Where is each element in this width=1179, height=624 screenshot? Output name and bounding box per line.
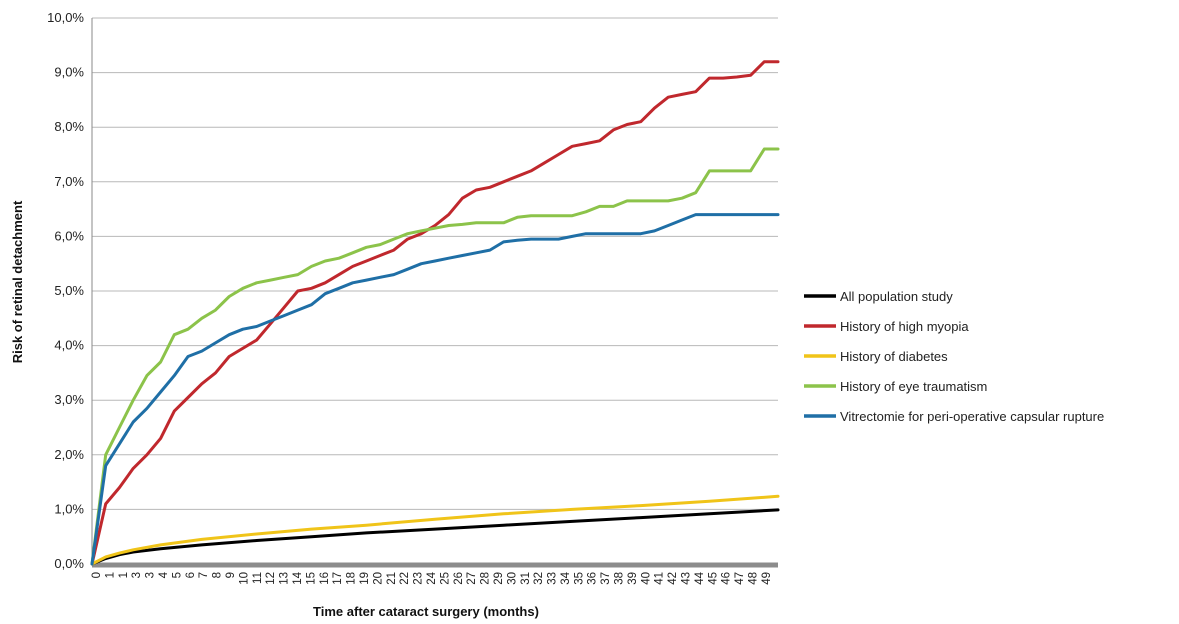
y-tick-label: 6,0% <box>54 228 84 243</box>
x-tick-label: 47 <box>734 572 746 585</box>
x-tick-label: 46 <box>721 572 733 585</box>
y-tick-label: 1,0% <box>54 501 84 516</box>
x-tick-label: 26 <box>453 572 465 585</box>
x-tick-label: 21 <box>386 572 398 585</box>
x-tick-label: 44 <box>694 571 706 584</box>
x-tick-label: 38 <box>614 572 626 585</box>
legend-label: All population study <box>840 289 953 304</box>
x-tick-label: 25 <box>439 572 451 585</box>
x-tick-label: 6 <box>185 572 197 578</box>
x-tick-label: 20 <box>372 572 384 585</box>
x-tick-label: 17 <box>332 572 344 585</box>
x-tick-label: 8 <box>212 572 224 578</box>
x-tick-label: 45 <box>707 572 719 585</box>
axes <box>91 18 778 568</box>
x-tick-label: 29 <box>493 572 505 585</box>
x-tick-label: 4 <box>158 571 170 578</box>
x-tick-label: 13 <box>279 572 291 585</box>
x-tick-label: 16 <box>319 572 331 585</box>
x-tick-label: 31 <box>520 572 532 585</box>
x-tick-label: 49 <box>761 572 773 585</box>
x-tick-label: 0 <box>91 572 103 578</box>
legend-label: Vitrectomie for peri-operative capsular … <box>840 409 1104 424</box>
x-tick-label: 15 <box>305 572 317 585</box>
y-tick-label: 9,0% <box>54 65 84 80</box>
x-tick-label: 33 <box>547 572 559 585</box>
y-tick-label: 4,0% <box>54 338 84 353</box>
x-tick-label: 10 <box>238 572 250 585</box>
x-tick-label: 3 <box>145 572 157 578</box>
x-tick-label: 37 <box>600 572 612 585</box>
legend: All population study History of high myop… <box>804 289 1104 424</box>
x-tick-label: 36 <box>587 572 599 585</box>
x-tick-label: 1 <box>104 572 116 578</box>
x-tick-label: 30 <box>506 572 518 585</box>
x-axis-title: Time after cataract surgery (months) <box>313 604 539 619</box>
x-tick-label: 32 <box>533 572 545 585</box>
y-tick-label: 8,0% <box>54 119 84 134</box>
series-line <box>90 60 780 566</box>
x-tick-label: 22 <box>399 572 411 585</box>
x-tick-label: 14 <box>292 571 304 584</box>
series-line <box>90 147 780 566</box>
x-tick-label: 42 <box>667 572 679 585</box>
x-tick-label: 40 <box>640 572 652 585</box>
x-tick-label: 34 <box>560 571 572 584</box>
y-tick-label: 3,0% <box>54 392 84 407</box>
x-tick-label: 9 <box>225 572 237 578</box>
y-tick-label: 7,0% <box>54 174 84 189</box>
y-axis-ticks: 0,0% 1,0% 2,0% 3,0% 4,0% 5,0% 6,0% 7,0% 8,0% 9,0%… <box>47 10 84 571</box>
x-tick-label: 41 <box>654 572 666 585</box>
y-tick-label: 0,0% <box>54 556 84 571</box>
series-lines <box>90 60 780 566</box>
x-tick-label: 48 <box>748 572 760 585</box>
legend-label: History of diabetes <box>840 349 948 364</box>
y-tick-label: 10,0% <box>47 10 84 25</box>
gridlines <box>92 17 778 510</box>
x-tick-label: 39 <box>627 572 639 585</box>
series-line <box>90 508 780 566</box>
legend-label: History of eye traumatism <box>840 379 987 394</box>
x-tick-label: 3 <box>131 572 143 578</box>
x-tick-label: 7 <box>198 572 210 578</box>
x-tick-label: 19 <box>359 572 371 585</box>
y-tick-label: 5,0% <box>54 283 84 298</box>
y-axis-title: Risk of retinal detachment <box>10 200 25 363</box>
x-tick-label: 5 <box>171 572 183 578</box>
x-tick-label: 24 <box>426 571 438 584</box>
x-tick-label: 27 <box>466 572 478 585</box>
x-tick-label: 28 <box>480 572 492 585</box>
legend-label: History of high myopia <box>840 319 969 334</box>
series-line <box>90 213 780 566</box>
y-tick-label: 2,0% <box>54 447 84 462</box>
x-tick-label: 11 <box>252 572 264 584</box>
series-line <box>90 494 780 566</box>
x-axis-ticks: 0 1 1 3 3 4 5 6 7 8 9 10 11 12 13 14 15 16 17 18 19 20 21 22 23 2… <box>91 571 773 584</box>
x-tick-label: 1 <box>118 572 130 578</box>
x-tick-label: 12 <box>265 572 277 585</box>
x-tick-label: 18 <box>346 572 358 585</box>
x-tick-label: 35 <box>573 572 585 585</box>
x-tick-label: 43 <box>681 572 693 585</box>
x-tick-label: 23 <box>413 572 425 585</box>
